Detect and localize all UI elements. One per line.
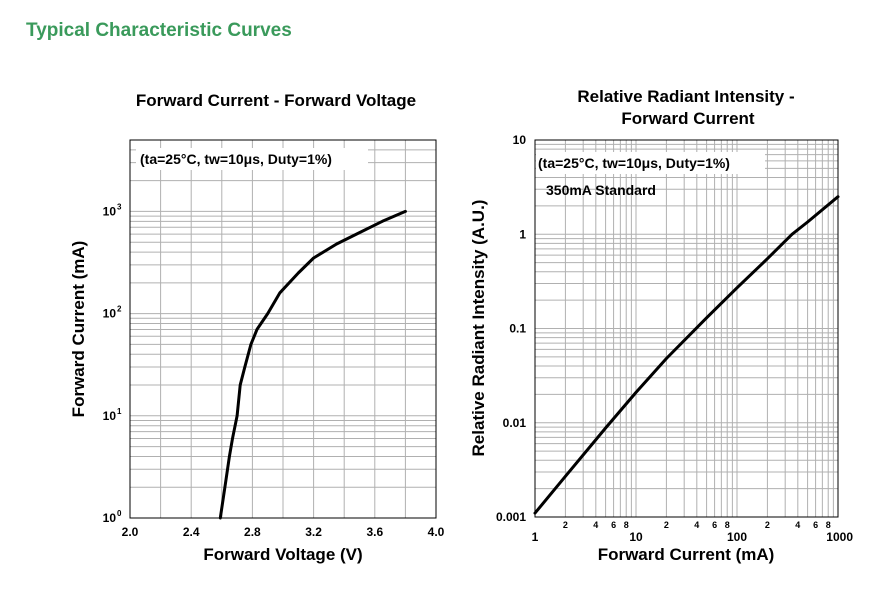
chart2-x-tick-label: 1000 xyxy=(826,530,853,544)
chart2-x-tick-label: 10 xyxy=(629,530,643,544)
chart1-y-tick-label: 10 xyxy=(103,409,117,423)
chart2-x-minor-tick-label: 6 xyxy=(712,520,717,530)
chart2-x-minor-tick-label: 8 xyxy=(725,520,730,530)
chart1-title: Forward Current - Forward Voltage xyxy=(136,91,416,110)
chart1-x-tick-label: 3.6 xyxy=(366,525,383,539)
chart2-frame xyxy=(534,139,839,518)
chart2-x-minor-tick-label: 2 xyxy=(664,520,669,530)
chart2-x-axis-label: Forward Current (mA) xyxy=(598,545,775,564)
chart2-x-minor-tick-label: 6 xyxy=(611,520,616,530)
chart2-y-tick-label: 1 xyxy=(519,227,526,241)
chart-forward-current-voltage: Forward Current - Forward Voltage 2.0 2.4… xyxy=(69,91,445,564)
chart1-y-tick-exponent: 3 xyxy=(117,202,122,211)
chart2-annotation-bg xyxy=(536,152,765,174)
chart1-y-tick-exponent: 1 xyxy=(117,407,122,416)
chart2-y-tick-label: 0.001 xyxy=(496,510,526,524)
chart2-title-line2: Forward Current xyxy=(621,109,755,128)
chart2-annotation-conditions: (ta=25°C, tw=10μs, Duty=1%) xyxy=(538,155,730,171)
chart1-y-axis-label: Forward Current (mA) xyxy=(69,241,88,418)
chart2-x-minor-tick-label: 4 xyxy=(795,520,800,530)
chart1-y-tick-label: 10 xyxy=(103,511,117,525)
chart1-x-tick-label: 3.2 xyxy=(305,525,322,539)
chart2-x-minor-tick-label: 8 xyxy=(826,520,831,530)
chart1-y-tick-exponent: 0 xyxy=(117,509,122,518)
chart1-y-tick-label: 10 xyxy=(103,307,117,321)
chart2-x-minor-tick-label: 4 xyxy=(694,520,699,530)
chart1-annotation-conditions: (ta=25°C, tw=10μs, Duty=1%) xyxy=(140,151,332,167)
chart1-x-tick-label: 2.0 xyxy=(122,525,139,539)
chart2-x-minor-tick-label: 4 xyxy=(593,520,598,530)
chart2-y-ticks: 0.001 0.01 0.1 1 10 xyxy=(496,133,526,524)
chart2-x-tick-label: 1 xyxy=(532,530,539,544)
chart1-x-tick-label: 4.0 xyxy=(428,525,445,539)
chart2-y-tick-label: 0.1 xyxy=(509,322,526,336)
chart2-y-tick-label: 10 xyxy=(513,133,527,147)
chart1-grid xyxy=(130,140,436,518)
chart1-series-line xyxy=(218,209,407,520)
chart1-x-ticks: 2.0 2.4 2.8 3.2 3.6 4.0 xyxy=(122,525,445,539)
chart1-y-tick-label: 10 xyxy=(103,204,117,218)
chart-radiant-intensity-current: Relative Radiant Intensity - Forward Cur… xyxy=(469,87,853,564)
chart1-x-axis-label: Forward Voltage (V) xyxy=(203,545,362,564)
chart2-annotation-standard: 350mA Standard xyxy=(546,182,656,198)
chart2-title-line1: Relative Radiant Intensity - xyxy=(577,87,794,106)
chart2-x-minor-tick-label: 6 xyxy=(813,520,818,530)
chart1-x-tick-label: 2.4 xyxy=(183,525,200,539)
chart1-x-tick-label: 2.8 xyxy=(244,525,261,539)
chart2-x-minor-tick-label: 8 xyxy=(624,520,629,530)
chart2-x-minor-tick-label: 2 xyxy=(765,520,770,530)
chart2-x-tick-label: 100 xyxy=(727,530,747,544)
chart1-annotation-bg xyxy=(136,148,368,170)
chart2-y-tick-label: 0.01 xyxy=(503,416,527,430)
chart2-y-axis-label: Relative Radiant Intensity (A.U.) xyxy=(469,200,488,457)
chart2-x-minor-tick-label: 2 xyxy=(563,520,568,530)
chart2-grid xyxy=(535,140,838,517)
chart1-frame xyxy=(129,139,437,519)
chart1-y-tick-exponent: 2 xyxy=(117,305,122,314)
section-title: Typical Characteristic Curves xyxy=(26,20,292,41)
chart2-series-line xyxy=(533,195,840,515)
